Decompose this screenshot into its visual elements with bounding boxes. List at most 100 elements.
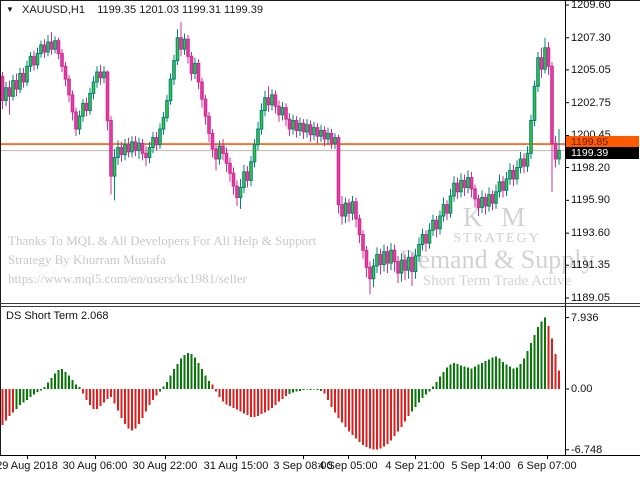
candle [228, 157, 232, 182]
candle [53, 36, 57, 54]
candle [420, 228, 425, 251]
candle [319, 124, 323, 142]
candle [518, 151, 523, 174]
candle [14, 73, 19, 97]
candle [214, 143, 218, 171]
candle [4, 81, 8, 107]
candle [445, 200, 449, 221]
symbol-period-label[interactable]: XAUUSD,H1 [21, 4, 85, 16]
candle [154, 131, 159, 151]
candle [529, 114, 533, 159]
candle [231, 167, 236, 195]
candle [109, 116, 113, 195]
candle [294, 116, 299, 138]
candle [158, 123, 162, 150]
candle [7, 80, 12, 115]
candle [270, 89, 274, 111]
candle [116, 140, 120, 165]
candle [242, 164, 246, 194]
candle [63, 62, 68, 87]
candle [245, 166, 250, 188]
candle [161, 111, 166, 135]
chart-title-bar: ▼ XAUUSD,H1 1199.35 1201.03 1199.31 1199… [6, 4, 263, 16]
candle [378, 248, 383, 275]
candle [249, 156, 253, 187]
candle [385, 245, 390, 274]
candle [126, 137, 131, 158]
candle [284, 103, 288, 127]
watermark-demand-supply: Demand & Supply [399, 245, 595, 274]
candle [186, 34, 190, 64]
candle [224, 147, 229, 172]
candle [221, 139, 225, 161]
candle [494, 184, 498, 209]
candle [102, 66, 106, 84]
candle [371, 258, 376, 288]
candle [147, 141, 152, 164]
candle [536, 52, 540, 92]
candle [333, 133, 337, 150]
watermark-line: https://www.mql5.com/en/users/kc1981/sel… [8, 271, 247, 286]
candle [322, 126, 327, 147]
candle [410, 253, 414, 286]
candle [77, 110, 82, 135]
candle [501, 176, 505, 198]
candle [42, 39, 47, 58]
candle [473, 184, 477, 208]
candle [476, 194, 481, 217]
candle [508, 163, 512, 185]
candle [417, 237, 421, 262]
candle [70, 90, 75, 121]
candle [49, 32, 54, 55]
candle [11, 74, 15, 101]
candle [98, 64, 103, 85]
candle [266, 86, 271, 112]
candle [46, 34, 50, 57]
candle [39, 40, 43, 58]
candle [364, 245, 369, 278]
candle [256, 121, 260, 151]
candle [168, 73, 173, 105]
indicator-name-label: DS Short Term 2.068 [6, 310, 109, 322]
candle [413, 248, 418, 279]
candle [179, 22, 183, 57]
candle [543, 37, 547, 74]
candle [434, 216, 439, 238]
candle [172, 54, 176, 85]
candle [259, 103, 264, 135]
candle [144, 146, 148, 167]
candle [392, 244, 397, 272]
candle [137, 137, 141, 159]
candle [406, 250, 411, 279]
candle [357, 214, 362, 244]
dropdown-arrow-icon[interactable]: ▼ [6, 5, 14, 14]
candle [539, 47, 544, 78]
candle [504, 171, 509, 197]
candle [490, 190, 495, 211]
candle [151, 131, 155, 154]
candle [21, 67, 26, 88]
candle [235, 180, 239, 207]
candle [515, 160, 519, 185]
candle [130, 136, 134, 158]
candle [427, 223, 432, 249]
candle [315, 123, 320, 144]
candle [312, 121, 316, 141]
candle [165, 94, 169, 122]
candle [112, 149, 117, 201]
candle [56, 37, 61, 60]
candle [301, 119, 306, 140]
candle [438, 210, 442, 235]
candle [200, 77, 204, 108]
candle [511, 164, 516, 187]
candle [123, 139, 127, 161]
candle [480, 190, 484, 214]
candle [182, 33, 187, 55]
candle [546, 42, 551, 75]
candle [217, 140, 222, 165]
candle [368, 261, 372, 295]
candle [263, 90, 267, 117]
candle [273, 90, 278, 114]
candle [193, 57, 197, 80]
